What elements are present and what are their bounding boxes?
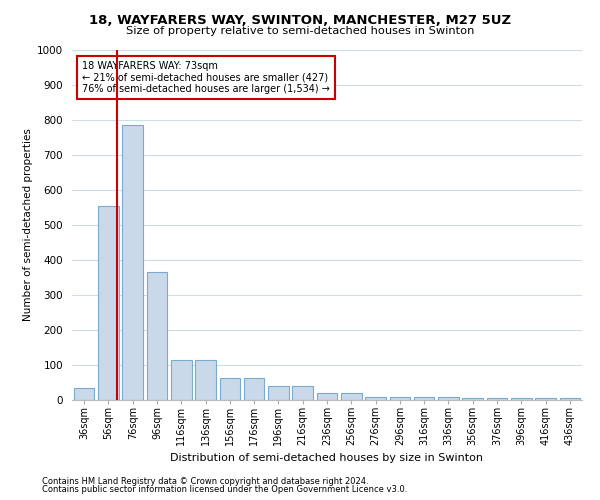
Bar [560,398,580,400]
Bar [487,398,508,400]
Bar [146,272,167,400]
Bar [535,398,556,400]
Bar [268,386,289,400]
Text: Size of property relative to semi-detached houses in Swinton: Size of property relative to semi-detach… [126,26,474,36]
Text: 18 WAYFARERS WAY: 73sqm
← 21% of semi-detached houses are smaller (427)
76% of s: 18 WAYFARERS WAY: 73sqm ← 21% of semi-de… [82,60,330,94]
Bar [98,206,119,400]
Bar [171,360,191,400]
Text: 18, WAYFARERS WAY, SWINTON, MANCHESTER, M27 5UZ: 18, WAYFARERS WAY, SWINTON, MANCHESTER, … [89,14,511,27]
Bar [74,388,94,400]
Bar [195,360,216,400]
Bar [438,396,459,400]
Bar [122,125,143,400]
Bar [220,378,240,400]
Bar [511,398,532,400]
Text: Contains public sector information licensed under the Open Government Licence v3: Contains public sector information licen… [42,485,407,494]
Bar [341,393,362,400]
Y-axis label: Number of semi-detached properties: Number of semi-detached properties [23,128,32,322]
Bar [365,396,386,400]
Bar [463,398,483,400]
Bar [292,386,313,400]
Bar [244,378,265,400]
Bar [414,396,434,400]
Bar [389,396,410,400]
Bar [317,393,337,400]
Text: Contains HM Land Registry data © Crown copyright and database right 2024.: Contains HM Land Registry data © Crown c… [42,477,368,486]
X-axis label: Distribution of semi-detached houses by size in Swinton: Distribution of semi-detached houses by … [170,454,484,464]
